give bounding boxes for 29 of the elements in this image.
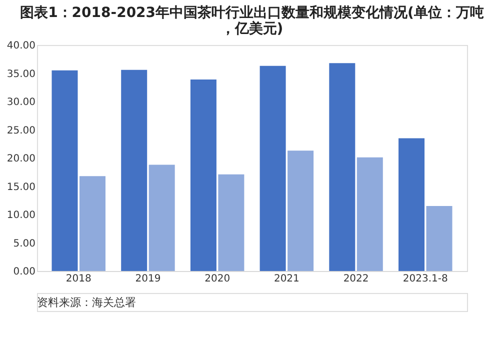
bar	[288, 150, 314, 271]
bar	[426, 206, 452, 271]
y-tick-label: 15.00	[6, 182, 36, 193]
x-tick-label: 2019	[135, 274, 161, 284]
y-tick-label: 0.00	[13, 266, 36, 278]
bar	[218, 174, 244, 271]
bar	[356, 157, 383, 271]
text: 资料来源：海关总署	[37, 296, 136, 309]
x-tick-label: 2022	[343, 274, 369, 284]
bar	[398, 138, 425, 271]
bar	[79, 176, 106, 271]
y-tick-label: 25.00	[6, 125, 36, 136]
y-tick-label: 40.00	[6, 40, 36, 52]
y-tick-label: 20.00	[6, 154, 36, 164]
x-tick-label: 2021	[274, 274, 300, 284]
bar	[52, 70, 78, 271]
bar	[121, 70, 148, 271]
y-tick-label: 35.00	[6, 68, 36, 80]
y-tick-label: 30.00	[6, 97, 36, 108]
y-tick-label: 5.00	[13, 238, 36, 250]
chart-title: 图表1：2018-2023年中国茶叶行业出口数量和规模变化情况(单位：万吨，亿美元)	[20, 4, 484, 37]
y-tick-label: 10.00	[6, 210, 36, 221]
bar	[329, 63, 356, 271]
bar	[148, 164, 175, 271]
x-tick-label: 2020	[204, 274, 230, 284]
x-tick-label: 2023.1-8	[402, 274, 448, 284]
bar	[190, 79, 216, 271]
x-tick-label: 2018	[66, 274, 92, 284]
bar	[260, 66, 286, 271]
